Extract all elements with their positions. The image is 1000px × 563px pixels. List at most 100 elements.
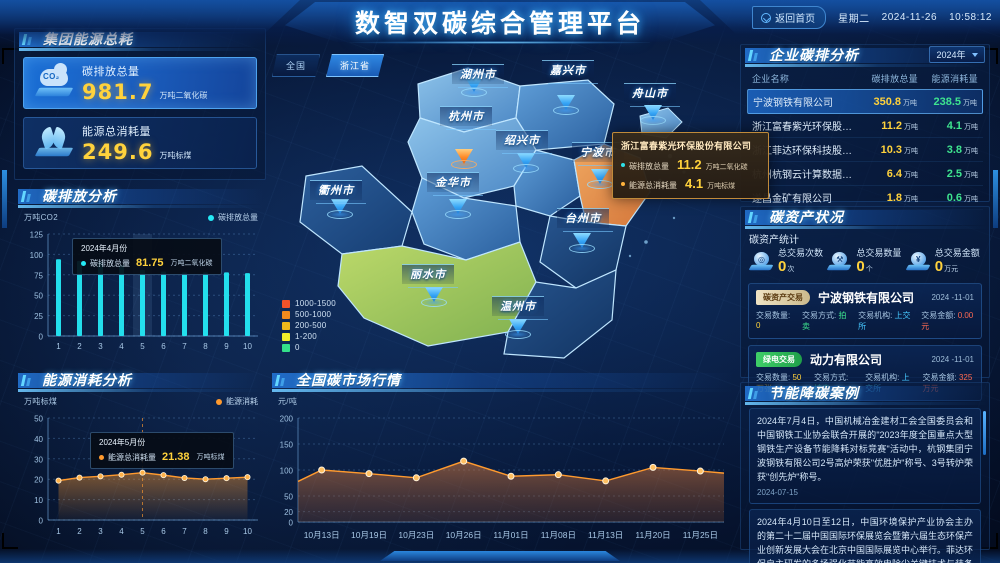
map-tooltip-label: 能源总消耗量 — [629, 181, 677, 190]
tooltip-dot-icon — [621, 163, 625, 167]
svg-text:40: 40 — [34, 435, 43, 444]
map-legend-item: 0 — [282, 343, 336, 352]
table-row[interactable]: 浙江富春紫光环保股份有限公司 11.2万吨 4.1万吨 — [747, 114, 983, 138]
svg-text:50: 50 — [34, 292, 43, 301]
svg-text:6: 6 — [161, 342, 166, 351]
kpi-value: 981.7 — [82, 79, 154, 104]
tooltip-label: 碳排放总量 — [90, 258, 130, 268]
panel-market: 全国碳市场行情 元/吨 0 20 50 100 150 200 10月13日 10月19日 10… — [268, 370, 736, 550]
chart-energy-line[interactable]: 万吨标煤 能源消耗 0 10 20 30 40 50 1 2 3 4 5 6 7 8 9 10 2024年5月… — [14, 394, 266, 546]
map-tooltip-value: 4.1 — [685, 176, 704, 191]
map-scope-tab-national[interactable]: 全国 — [272, 54, 321, 77]
map-city-label[interactable]: 温州市 — [492, 296, 548, 320]
cell-company-name: 宁波钢铁有限公司 — [753, 98, 833, 109]
map-tooltip-label: 碳排放总量 — [629, 162, 669, 171]
svg-text:0: 0 — [289, 519, 294, 528]
table-row[interactable]: 宁波钢铁有限公司 350.8 万吨 238.5 万吨 — [747, 89, 983, 114]
svg-text:11月13日: 11月13日 — [588, 530, 623, 540]
asset-stat-unit: 次 — [787, 266, 795, 274]
case-card[interactable]: 2024年7月4日，中国机械冶金建材工会全国委员会和中国钢铁工业协会联合开展的"… — [749, 408, 986, 504]
svg-text:100: 100 — [30, 251, 44, 260]
trade-type-badge: 碳资产交易 — [756, 289, 810, 305]
asset-stat: ◎ 总交易次数 0次 — [748, 248, 825, 277]
svg-text:30: 30 — [34, 455, 43, 464]
svg-text:150: 150 — [280, 441, 294, 450]
svg-text:50: 50 — [284, 493, 293, 502]
map-city-pin-icon[interactable] — [327, 199, 353, 219]
legend-label: 碳排放总量 — [218, 213, 258, 222]
svg-text:20: 20 — [34, 476, 43, 485]
map-city-pin-icon[interactable] — [451, 149, 477, 169]
trade-date: 2024 -11-01 — [931, 354, 974, 364]
column-header-energy: 能源消耗量 — [931, 74, 978, 84]
map-tooltip-unit: 万吨标煤 — [707, 183, 736, 190]
svg-text:125: 125 — [30, 231, 44, 240]
map-city-pin-icon[interactable] — [587, 169, 613, 189]
map-city-label[interactable]: 金华市 — [427, 172, 483, 196]
svg-text:75: 75 — [34, 271, 43, 280]
legend-label: 200-500 — [295, 321, 327, 330]
cell-carbon: 10.3 万吨 — [880, 143, 918, 156]
trade-card[interactable]: 碳资产交易 宁波钢铁有限公司 2024 -11-01 交易数量: 0 交易方式: 拍卖交… — [748, 282, 982, 339]
kpi-card-energy-total[interactable]: 能源总消耗量 249.6 万吨标煤 — [23, 117, 257, 169]
svg-text:5: 5 — [140, 527, 145, 536]
map-zhejiang[interactable]: 全国 浙江省 — [268, 46, 769, 366]
panel-asset: 碳资产状况 碳资产统计 ◎ 总交易次数 0次 ⚒ 总交易数量 0个 ¥ 总交易金额 0万元 碳资… — [740, 206, 990, 401]
map-city-label[interactable]: 杭州市 — [440, 106, 496, 130]
svg-text:10: 10 — [34, 496, 43, 505]
map-legend-item: 1-200 — [282, 332, 336, 341]
map-city-pin-icon[interactable] — [505, 319, 531, 339]
map-legend-item: 200-500 — [282, 321, 336, 330]
map-city-pin-icon[interactable] — [445, 199, 471, 219]
asset-subtitle: 碳资产统计 — [749, 235, 799, 246]
map-city-label[interactable]: 嘉兴市 — [542, 60, 598, 84]
svg-text:1: 1 — [56, 527, 61, 536]
section-underline — [19, 48, 263, 51]
scrollbar-thumb[interactable] — [983, 411, 986, 455]
map-city-pin-icon[interactable] — [513, 153, 539, 173]
svg-text:9: 9 — [224, 342, 229, 351]
map-city-pin-icon[interactable] — [553, 95, 579, 115]
map-city-label[interactable]: 台州市 — [557, 208, 613, 232]
map-city-label[interactable]: 宁波市 — [572, 142, 628, 166]
section-underline — [745, 226, 987, 229]
map-city-pin-icon[interactable] — [640, 105, 666, 125]
map-city-label[interactable]: 丽水市 — [402, 264, 458, 288]
map-city-label[interactable]: 衢州市 — [310, 180, 366, 204]
chart-tooltip-carbon: 2024年4月份 碳排放总量 81.75 万吨二氧化碳 — [72, 238, 222, 275]
map-city-pin-icon[interactable] — [421, 287, 447, 307]
map-scope-tab-zhejiang[interactable]: 浙江省 — [326, 54, 385, 77]
trade-field: 交易方式: 拍卖 — [801, 310, 847, 331]
asset-stat-value: 0 — [934, 258, 944, 276]
panel-energy-analysis: 能源消耗分析 万吨标煤 能源消耗 0 10 20 30 40 50 1 2 3 4 5 6 7 8 9 10 … — [14, 370, 266, 550]
cell-company-name: 浙江富春紫光环保股份有限公司 — [752, 122, 856, 133]
chevron-down-icon — [971, 52, 978, 57]
year-select[interactable]: 2024年 — [929, 46, 985, 63]
kpi-card-carbon-total[interactable]: CO₂ 碳排放总量 981.7 万吨二氧化碳 — [23, 57, 257, 109]
svg-text:20: 20 — [284, 508, 293, 517]
map-city-label[interactable]: 舟山市 — [624, 83, 680, 107]
section-underline — [18, 205, 264, 208]
map-tooltip-value: 11.2 — [677, 157, 702, 172]
svg-text:0: 0 — [39, 517, 44, 526]
map-city-label[interactable]: 绍兴市 — [496, 130, 552, 154]
case-text: 2024年7月4日，中国机械冶金建材工会全国委员会和中国钢铁工业协会联合开展的"… — [757, 416, 973, 482]
map-city-pin-icon[interactable] — [569, 233, 595, 253]
gavel-icon: ⚒ — [826, 250, 852, 274]
asset-stat: ⚒ 总交易数量 0个 — [826, 248, 903, 277]
legend-swatch — [282, 321, 290, 330]
svg-text:2: 2 — [77, 527, 82, 536]
title-plate-background — [285, 2, 715, 42]
svg-text:25: 25 — [34, 312, 43, 321]
cell-energy: 0.6 万吨 — [946, 191, 978, 204]
header-decoration-right — [700, 0, 1000, 34]
back-home-button[interactable]: 返回首页 — [752, 6, 827, 29]
chart-carbon-bar[interactable]: 万吨CO2 碳排放总量 0 25 50 75 100 125 1 2 3 4 5 6 7 8 9 10 202… — [14, 210, 266, 360]
case-card[interactable]: 2024年4月10日至12日，中国环境保护产业协会主办的第二十二届中国国际环保展… — [749, 508, 981, 563]
chart-market-line[interactable]: 元/吨 0 20 50 100 150 200 10月13日 10月19日 10月23日 10月2… — [268, 394, 736, 546]
map-city-label[interactable]: 湖州市 — [452, 64, 508, 88]
frame-corner-top-right — [982, 48, 998, 64]
trade-date: 2024 -11-01 — [931, 292, 974, 302]
